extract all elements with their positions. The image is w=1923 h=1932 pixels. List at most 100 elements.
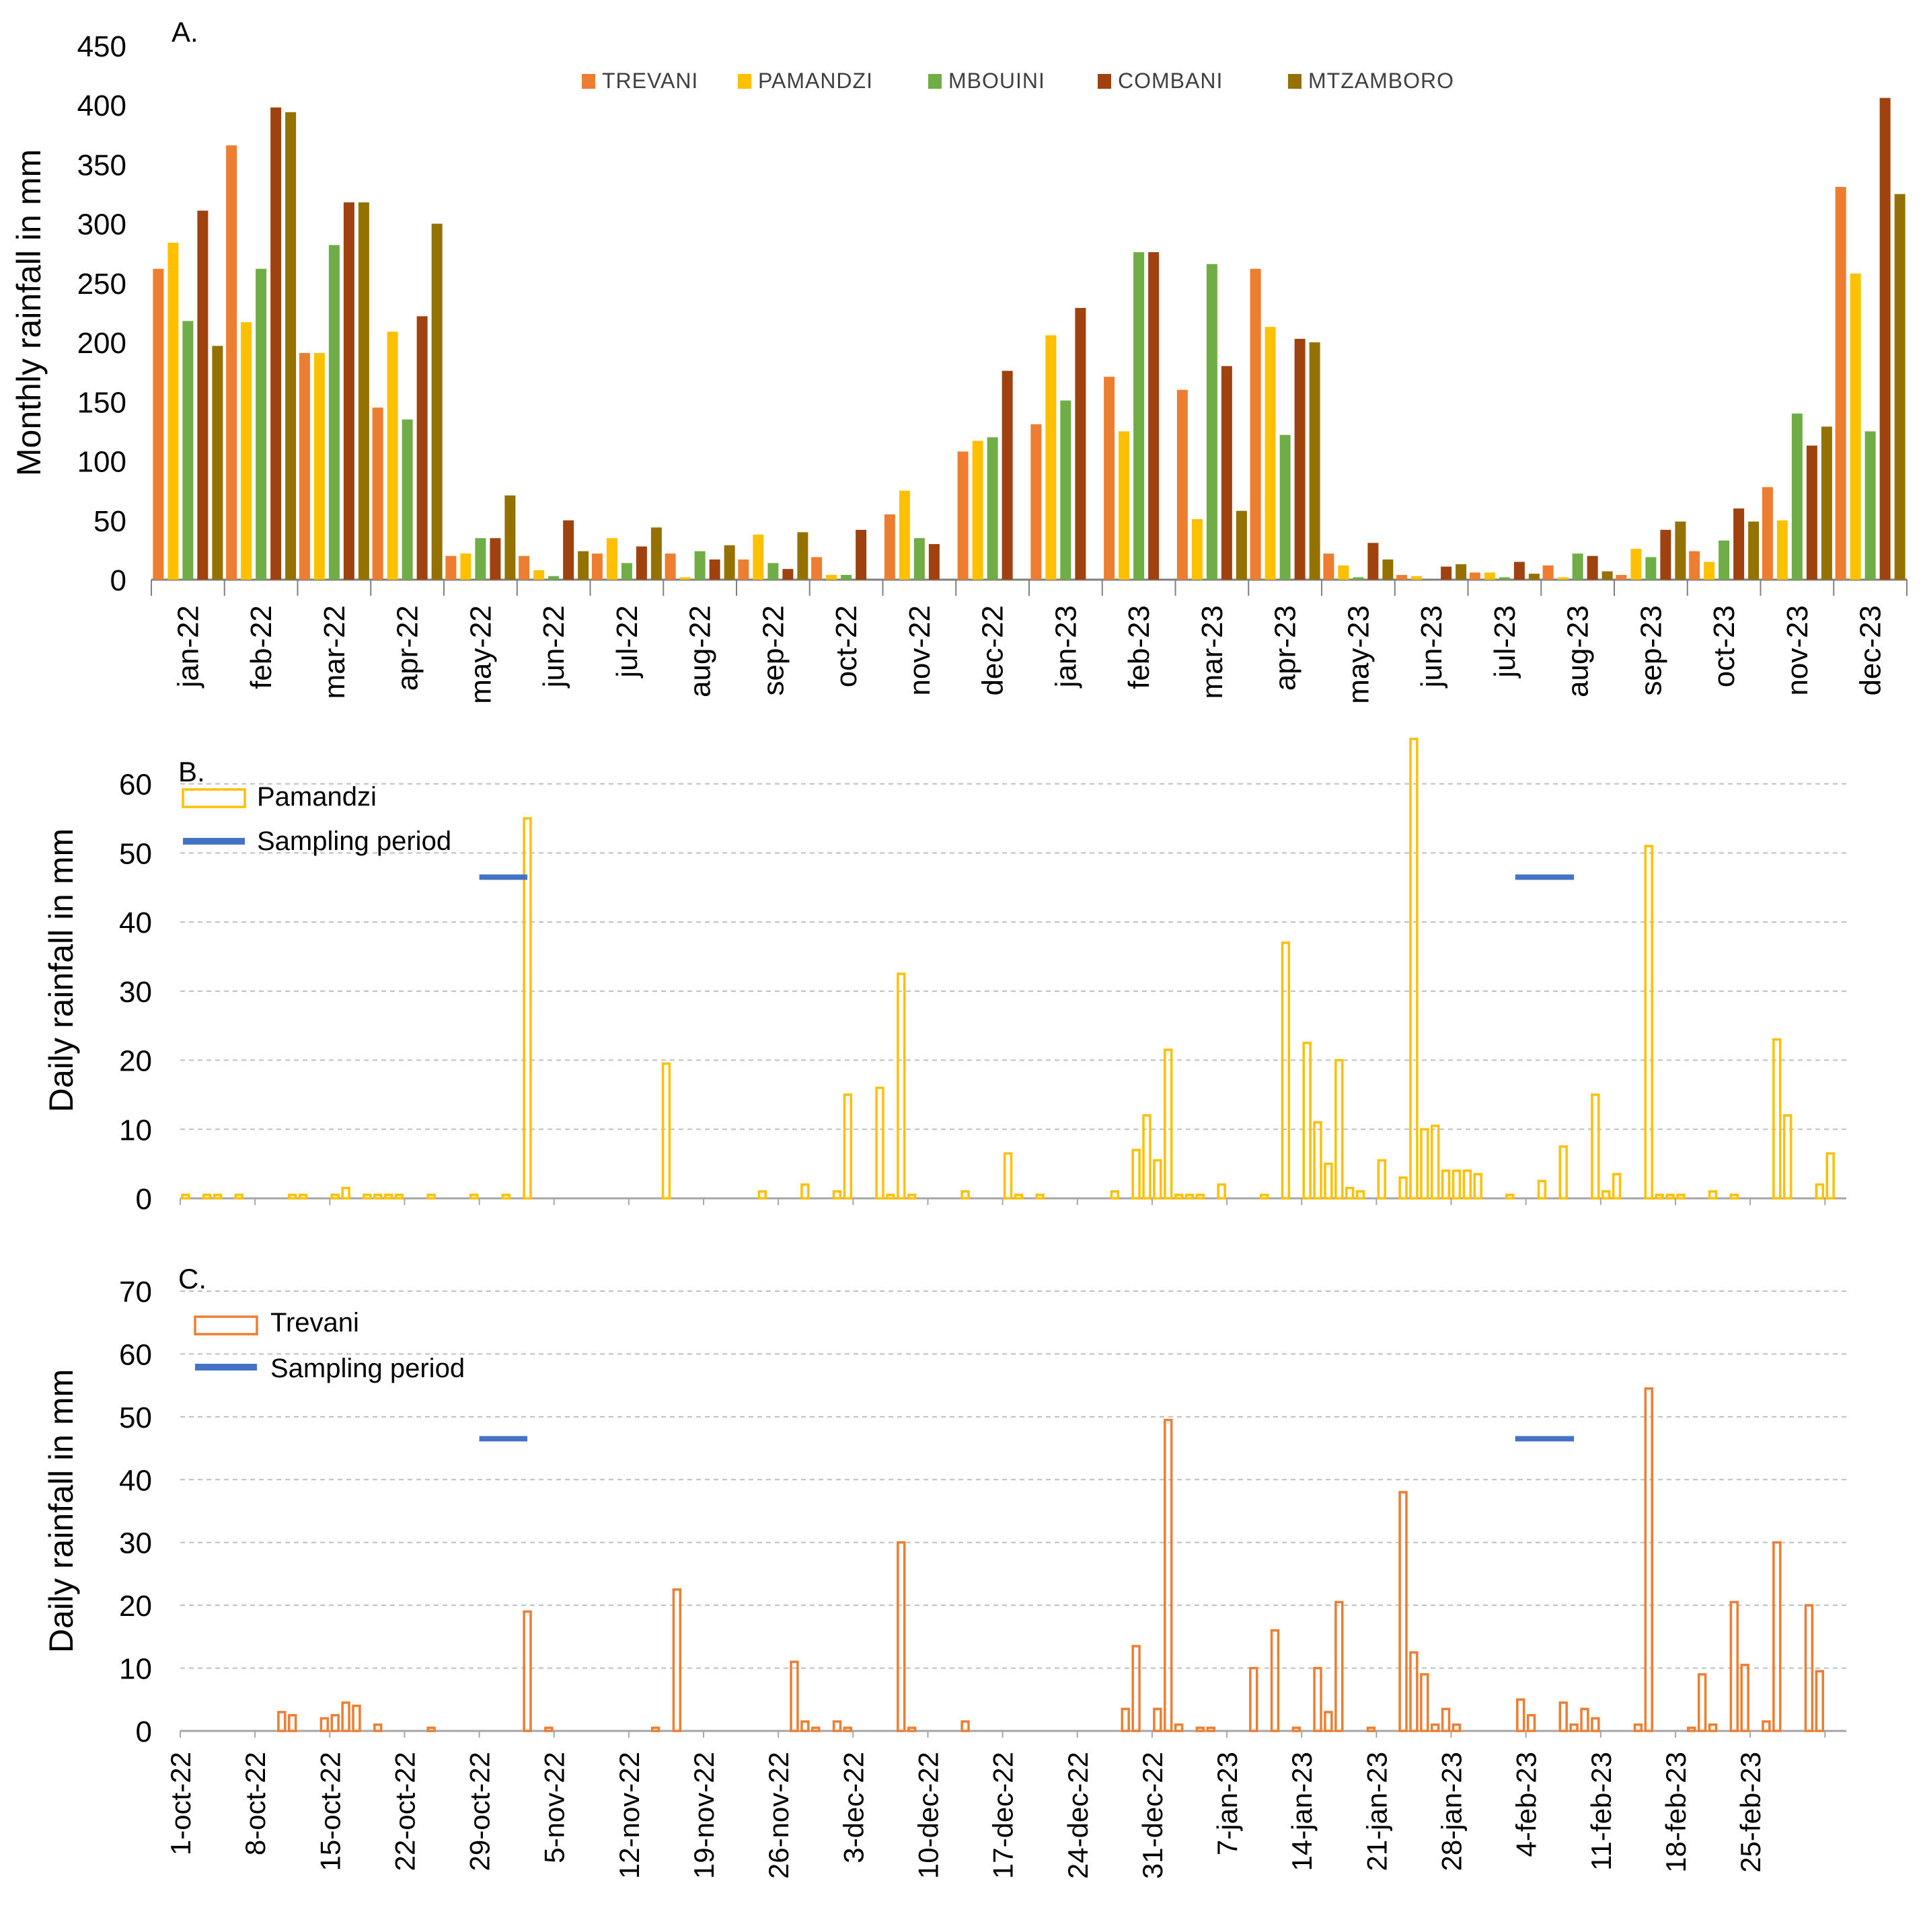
y-tick-label: 50 (119, 837, 152, 870)
bar-mbouini (1206, 264, 1217, 580)
bar-pamandzi (533, 570, 545, 580)
daily-bar (1526, 1713, 1536, 1732)
daily-bar (1291, 1726, 1301, 1732)
daily-bar (1302, 1042, 1312, 1200)
bar-combani (928, 544, 940, 580)
bar-mtzamboro (1456, 564, 1467, 580)
daily-bar (330, 1194, 340, 1200)
daily-bar (1131, 1149, 1141, 1200)
daily-bar (1164, 1418, 1173, 1732)
bar-combani (197, 210, 209, 580)
legend-swatch (195, 1364, 257, 1370)
y-tick-label: 20 (119, 1590, 152, 1623)
bar-pamandzi (972, 440, 983, 580)
x-tick-label: mar-22 (318, 605, 351, 699)
daily-bar (181, 1194, 190, 1200)
legend-swatch (1288, 74, 1302, 89)
x-tick-label: sep-22 (757, 605, 790, 696)
daily-bar (790, 1660, 799, 1732)
y-tick-label: 20 (119, 1045, 152, 1078)
bar-combani (636, 546, 647, 580)
legend-label: Sampling period (257, 826, 451, 856)
bar-trevani (1689, 551, 1700, 580)
daily-bar (298, 1194, 308, 1200)
bar-trevani (445, 555, 457, 580)
x-tick-label: dec-23 (1854, 605, 1887, 696)
bar-mbouini (328, 245, 340, 580)
daily-bar (1815, 1183, 1824, 1200)
bar-mbouini (987, 437, 998, 580)
y-tick-label: 60 (119, 769, 152, 802)
panel-label: C. (178, 1263, 206, 1295)
daily-bar (1259, 1194, 1269, 1200)
bar-mbouini (1499, 577, 1510, 580)
legend-swatch (582, 74, 595, 89)
x-tick-label: 31-dec-22 (1137, 1752, 1168, 1879)
bar-combani (1002, 371, 1013, 580)
bar-pamandzi (1265, 327, 1276, 580)
y-tick-label: 100 (77, 446, 126, 479)
daily-bar (1420, 1673, 1429, 1732)
x-tick-label: 8-oct-22 (239, 1752, 271, 1855)
daily-bar (1164, 1048, 1173, 1200)
bar-mtzamboro (578, 551, 589, 580)
daily-bar (501, 1194, 511, 1200)
bar-combani (1075, 307, 1086, 580)
daily-bar (1313, 1121, 1322, 1200)
x-tick-label: 1-oct-22 (165, 1752, 196, 1855)
x-tick-label: apr-22 (391, 605, 424, 691)
panel-label: B. (178, 756, 205, 787)
daily-bar (1355, 1190, 1365, 1200)
bar-mbouini (1279, 434, 1291, 580)
x-tick-label: 10-dec-22 (912, 1752, 944, 1879)
x-tick-label: 21-jan-23 (1361, 1752, 1392, 1871)
daily-bar (544, 1726, 554, 1732)
y-axis-title: Daily rainfall in mm (42, 828, 80, 1112)
daily-bar (886, 1194, 895, 1200)
daily-bar (1398, 1176, 1408, 1200)
bar-mtzamboro (797, 532, 808, 580)
bar-trevani (811, 557, 823, 580)
daily-bar (1601, 1190, 1611, 1200)
daily-bar (277, 1711, 287, 1732)
daily-bar (1324, 1711, 1333, 1732)
legend-swatch (928, 74, 942, 89)
bar-pamandzi (167, 242, 179, 580)
daily-bar (1195, 1726, 1205, 1732)
daily-bar (1110, 1190, 1120, 1200)
daily-bar (661, 1062, 671, 1200)
y-tick-label: 0 (136, 1183, 152, 1216)
daily-bar (1398, 1491, 1408, 1732)
daily-bar (1142, 1114, 1152, 1200)
daily-bar (1580, 1707, 1589, 1732)
bar-trevani (1396, 574, 1408, 580)
y-tick-label: 0 (136, 1715, 152, 1748)
bar-pamandzi (1704, 562, 1715, 580)
daily-bar (1431, 1723, 1440, 1732)
x-tick-label: jun-23 (1415, 605, 1448, 689)
legend-swatch (182, 788, 246, 808)
x-tick-label: feb-23 (1123, 605, 1156, 689)
daily-bar (1217, 1183, 1226, 1200)
daily-bar (1591, 1717, 1600, 1732)
bar-pamandzi (753, 534, 764, 580)
bar-combani (709, 559, 720, 580)
bar-mbouini (548, 576, 560, 580)
daily-bar (1708, 1723, 1718, 1732)
daily-bar (426, 1726, 436, 1732)
daily-bar (1782, 1114, 1793, 1200)
bar-combani (1148, 252, 1160, 580)
bar-pamandzi (1045, 335, 1057, 580)
daily-bar (1409, 738, 1419, 1200)
daily-bar (1633, 1723, 1643, 1732)
bar-mtzamboro (1528, 574, 1540, 580)
daily-bar (960, 1720, 970, 1732)
daily-bar (288, 1713, 297, 1732)
daily-bar (1676, 1194, 1686, 1200)
daily-bar (875, 1086, 884, 1200)
daily-bar (469, 1194, 479, 1200)
daily-bar (1729, 1194, 1739, 1200)
daily-bar (1462, 1169, 1472, 1200)
bar-mbouini (1133, 252, 1145, 580)
daily-bar (1153, 1707, 1162, 1732)
